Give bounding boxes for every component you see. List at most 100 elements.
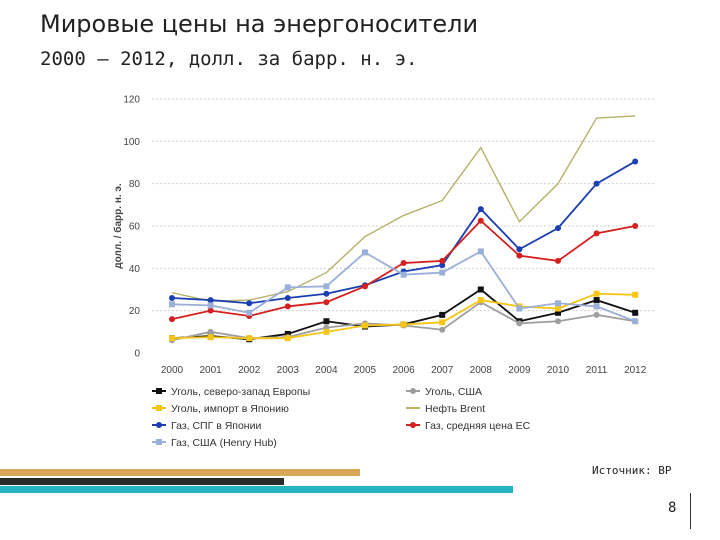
x-tick-label: 2000 [161, 365, 184, 376]
series-1-line [171, 301, 636, 342]
series-5-point [284, 303, 291, 310]
x-tick-label: 2007 [431, 365, 454, 376]
page-title: Мировые цены на энергоносители [40, 10, 479, 38]
series-0-point [323, 318, 330, 325]
series-6-point [284, 284, 291, 291]
page-number: 8 [668, 500, 677, 516]
decor-bar-gold [0, 469, 360, 476]
y-tick-label: 40 [129, 264, 141, 275]
series-5-point [362, 283, 368, 290]
x-tick-label: 2010 [547, 365, 570, 376]
x-tick-label: 2002 [238, 365, 261, 376]
series-0-point [632, 309, 639, 316]
series-6-point [323, 283, 330, 290]
series-4-point [323, 290, 330, 297]
series-0-point [593, 297, 600, 304]
series-6-point [477, 248, 484, 255]
series-4-point [632, 158, 639, 165]
series-4-point [555, 225, 561, 232]
series-2-point [362, 322, 368, 329]
series-2-point [593, 290, 600, 297]
series-2-point [323, 328, 330, 335]
series-4-point [516, 246, 523, 253]
page-subtitle: 2000 – 2012, долл. за барр. н. э. [40, 48, 418, 70]
series-0-point [477, 286, 484, 293]
legend-label: Уголь, северо-запад Европы [171, 386, 310, 398]
series-2-point [169, 335, 175, 342]
series-5-point [439, 257, 446, 264]
series-6-point [516, 305, 523, 312]
series-1-point [516, 320, 523, 327]
legend-label: Газ, США (Henry Hub) [171, 437, 277, 449]
y-tick-label: 120 [123, 95, 140, 106]
x-tick-label: 2012 [624, 365, 647, 376]
series-6-point [362, 249, 368, 256]
series-5-point [169, 316, 175, 323]
series-0-point [284, 330, 291, 337]
y-axis-title: долл. / барр. н. э. [112, 183, 124, 269]
series-5-point [207, 307, 214, 314]
y-tick-label: 20 [129, 306, 141, 317]
legend-label: Газ, СПГ в Японии [171, 420, 261, 432]
x-tick-label: 2003 [277, 365, 300, 376]
series-4-point [207, 297, 214, 304]
series-6-point [555, 300, 561, 307]
series-5-point [516, 252, 523, 259]
series-1-point [207, 328, 214, 335]
series-1-point [439, 326, 446, 333]
series-2-point [400, 321, 407, 328]
legend-swatch-marker [410, 422, 416, 428]
y-tick-label: 100 [123, 137, 140, 148]
legend-swatch-marker [410, 388, 416, 394]
series-4-point [477, 206, 484, 213]
legend-label: Нефть Brent [425, 403, 485, 415]
y-tick-label: 60 [129, 222, 141, 233]
series-6-point [169, 301, 175, 308]
series-2-point [284, 335, 291, 342]
series-0-point [555, 309, 561, 316]
series-6-point [439, 269, 446, 276]
series-2-point [632, 291, 639, 298]
x-tick-label: 2009 [508, 365, 531, 376]
series-1-point [555, 318, 561, 325]
decor-bar-dark [0, 478, 284, 485]
x-tick-label: 2011 [586, 365, 608, 376]
y-tick-label: 0 [134, 349, 140, 360]
x-tick-label: 2004 [315, 365, 338, 376]
series-4-point [593, 180, 600, 187]
series-2-point [477, 297, 484, 304]
series-6-point [400, 271, 407, 278]
legend-label: Уголь, импорт в Японию [171, 403, 289, 415]
x-tick-label: 2001 [199, 365, 222, 376]
legend-swatch-marker [156, 439, 162, 445]
series-4-point [284, 294, 291, 301]
x-tick-label: 2008 [470, 365, 493, 376]
series-5-point [632, 223, 639, 229]
series-2-point [555, 305, 561, 312]
series-2-point [207, 334, 214, 341]
series-2-point [439, 319, 446, 326]
series-5-point [593, 230, 600, 237]
series-4-point [439, 262, 446, 269]
series-5-point [323, 299, 330, 306]
legend-label: Уголь, США [425, 386, 482, 398]
series-3-line [171, 115, 636, 302]
series-0-point [439, 311, 446, 318]
series-4-point [169, 294, 175, 301]
series-5-point [477, 217, 484, 224]
source-note: Источник: BP [592, 464, 672, 477]
series-6-point [593, 303, 600, 310]
legend-swatch-marker [156, 405, 162, 411]
decor-bar-teal [0, 486, 513, 493]
series-5-point [555, 257, 561, 264]
legend-label: Газ, средняя цена ЕС [425, 420, 531, 432]
series-6-point [246, 309, 253, 316]
legend-swatch-marker [156, 422, 162, 428]
series-4-line [171, 160, 636, 305]
series-6-point [207, 302, 214, 309]
legend-swatch-marker [156, 388, 162, 394]
series-2-point [246, 335, 253, 342]
series-5-point [400, 260, 407, 267]
page-divider [690, 493, 691, 529]
